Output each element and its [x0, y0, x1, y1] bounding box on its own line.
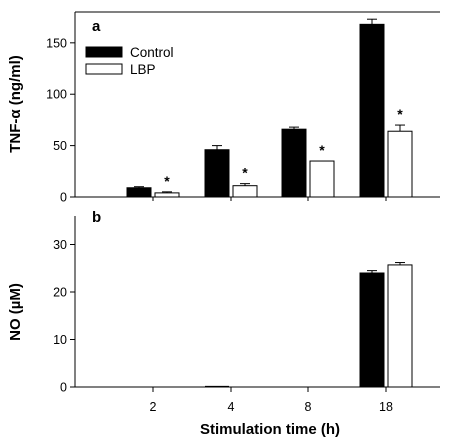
significance-star: * — [164, 173, 170, 189]
x-tick-label: 4 — [228, 400, 235, 414]
bar-control — [126, 187, 152, 198]
y-tick-label: 0 — [60, 191, 67, 205]
bar-lbp — [154, 192, 180, 198]
x-tick-label: 18 — [379, 400, 393, 414]
panel-a-y-axis-label: TNF-α (ng/ml) — [7, 55, 24, 153]
legend-label-lbp: LBP — [130, 62, 156, 77]
bar-lbp — [232, 185, 258, 198]
bar-control — [204, 149, 230, 198]
y-tick-label: 50 — [53, 139, 67, 153]
panel-a-letter: a — [92, 18, 101, 35]
legend: Control LBP — [85, 45, 174, 77]
bar-lbp — [309, 160, 335, 198]
legend-swatch-lbp — [85, 63, 123, 75]
y-tick-label: 0 — [60, 381, 67, 395]
y-tick-label: 10 — [53, 333, 67, 347]
y-tick-label: 30 — [53, 238, 67, 252]
bar-control — [359, 272, 385, 388]
legend-label-control: Control — [130, 45, 174, 60]
panel-b: b NO (µM) 0 10 20 30 — [7, 209, 440, 395]
y-tick-label: 20 — [53, 286, 67, 300]
significance-star: * — [397, 106, 403, 122]
legend-swatch-control — [85, 46, 123, 58]
x-axis: 2 4 8 18 — [150, 387, 393, 414]
bar-control — [281, 128, 307, 198]
x-tick-label: 2 — [150, 400, 157, 414]
panel-b-letter: b — [92, 209, 101, 226]
x-axis-label: Stimulation time (h) — [200, 421, 340, 438]
bar-lbp — [387, 264, 413, 388]
bar-lbp — [387, 130, 413, 198]
significance-star: * — [242, 165, 248, 181]
y-tick-label: 150 — [46, 36, 67, 50]
y-tick-label: 100 — [46, 88, 67, 102]
x-tick-label: 8 — [305, 400, 312, 414]
panel-b-y-axis-label: NO (µM) — [7, 283, 24, 341]
panel-a: a TNF-α (ng/ml) Control LBP 0 50 100 150 * * *… — [7, 11, 440, 205]
bar-control — [359, 23, 385, 198]
significance-star: * — [319, 142, 325, 158]
